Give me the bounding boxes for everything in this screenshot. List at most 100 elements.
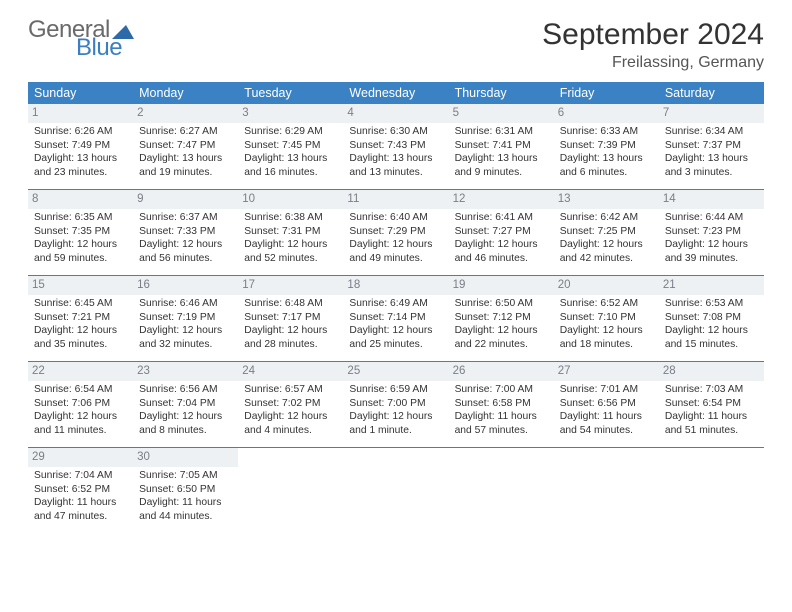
calendar-day-cell: 17Sunrise: 6:48 AMSunset: 7:17 PMDayligh… (238, 276, 343, 362)
calendar-day-cell: 4Sunrise: 6:30 AMSunset: 7:43 PMDaylight… (343, 104, 448, 190)
sunrise-text: Sunrise: 6:33 AM (560, 125, 653, 139)
day-number: 26 (449, 362, 554, 381)
sunset-text: Sunset: 7:29 PM (349, 225, 442, 239)
weekday-header: Saturday (659, 82, 764, 104)
calendar-day-cell: 5Sunrise: 6:31 AMSunset: 7:41 PMDaylight… (449, 104, 554, 190)
daylight-text: Daylight: 12 hours and 28 minutes. (244, 324, 337, 351)
sunset-text: Sunset: 6:54 PM (665, 397, 758, 411)
calendar-day-cell: 8Sunrise: 6:35 AMSunset: 7:35 PMDaylight… (28, 190, 133, 276)
sunrise-text: Sunrise: 6:49 AM (349, 297, 442, 311)
sunrise-text: Sunrise: 6:56 AM (139, 383, 232, 397)
weekday-header: Sunday (28, 82, 133, 104)
daylight-text: Daylight: 12 hours and 46 minutes. (455, 238, 548, 265)
calendar-day-cell: 7Sunrise: 6:34 AMSunset: 7:37 PMDaylight… (659, 104, 764, 190)
sunrise-text: Sunrise: 7:03 AM (665, 383, 758, 397)
sunrise-text: Sunrise: 6:53 AM (665, 297, 758, 311)
calendar-week-row: 22Sunrise: 6:54 AMSunset: 7:06 PMDayligh… (28, 362, 764, 448)
sunset-text: Sunset: 7:17 PM (244, 311, 337, 325)
calendar-day-cell: 16Sunrise: 6:46 AMSunset: 7:19 PMDayligh… (133, 276, 238, 362)
day-number: 4 (343, 104, 448, 123)
sunrise-text: Sunrise: 7:01 AM (560, 383, 653, 397)
calendar-day-cell: 22Sunrise: 6:54 AMSunset: 7:06 PMDayligh… (28, 362, 133, 448)
daylight-text: Daylight: 13 hours and 3 minutes. (665, 152, 758, 179)
sunset-text: Sunset: 7:25 PM (560, 225, 653, 239)
sunrise-text: Sunrise: 6:37 AM (139, 211, 232, 225)
calendar-day-cell: 14Sunrise: 6:44 AMSunset: 7:23 PMDayligh… (659, 190, 764, 276)
calendar-empty-cell (238, 448, 343, 534)
sunrise-text: Sunrise: 6:40 AM (349, 211, 442, 225)
calendar-day-cell: 9Sunrise: 6:37 AMSunset: 7:33 PMDaylight… (133, 190, 238, 276)
sunrise-text: Sunrise: 6:42 AM (560, 211, 653, 225)
sunset-text: Sunset: 7:04 PM (139, 397, 232, 411)
calendar-day-cell: 12Sunrise: 6:41 AMSunset: 7:27 PMDayligh… (449, 190, 554, 276)
daylight-text: Daylight: 12 hours and 39 minutes. (665, 238, 758, 265)
daylight-text: Daylight: 13 hours and 19 minutes. (139, 152, 232, 179)
sunset-text: Sunset: 7:08 PM (665, 311, 758, 325)
sunrise-text: Sunrise: 6:38 AM (244, 211, 337, 225)
daylight-text: Daylight: 12 hours and 42 minutes. (560, 238, 653, 265)
day-number: 14 (659, 190, 764, 209)
sunrise-text: Sunrise: 6:54 AM (34, 383, 127, 397)
day-number: 25 (343, 362, 448, 381)
sunrise-text: Sunrise: 6:41 AM (455, 211, 548, 225)
sunset-text: Sunset: 7:49 PM (34, 139, 127, 153)
day-number: 16 (133, 276, 238, 295)
day-number: 8 (28, 190, 133, 209)
calendar-week-row: 29Sunrise: 7:04 AMSunset: 6:52 PMDayligh… (28, 448, 764, 534)
daylight-text: Daylight: 13 hours and 23 minutes. (34, 152, 127, 179)
calendar-day-cell: 20Sunrise: 6:52 AMSunset: 7:10 PMDayligh… (554, 276, 659, 362)
day-number: 3 (238, 104, 343, 123)
sunrise-text: Sunrise: 6:46 AM (139, 297, 232, 311)
daylight-text: Daylight: 13 hours and 13 minutes. (349, 152, 442, 179)
sunset-text: Sunset: 7:43 PM (349, 139, 442, 153)
sunrise-text: Sunrise: 6:44 AM (665, 211, 758, 225)
daylight-text: Daylight: 13 hours and 9 minutes. (455, 152, 548, 179)
daylight-text: Daylight: 12 hours and 15 minutes. (665, 324, 758, 351)
day-number: 15 (28, 276, 133, 295)
daylight-text: Daylight: 12 hours and 11 minutes. (34, 410, 127, 437)
daylight-text: Daylight: 12 hours and 22 minutes. (455, 324, 548, 351)
sunrise-text: Sunrise: 6:59 AM (349, 383, 442, 397)
sunrise-text: Sunrise: 6:45 AM (34, 297, 127, 311)
calendar-day-cell: 19Sunrise: 6:50 AMSunset: 7:12 PMDayligh… (449, 276, 554, 362)
sunrise-text: Sunrise: 7:05 AM (139, 469, 232, 483)
day-number: 19 (449, 276, 554, 295)
day-number: 17 (238, 276, 343, 295)
day-number: 29 (28, 448, 133, 467)
sunset-text: Sunset: 7:35 PM (34, 225, 127, 239)
sunrise-text: Sunrise: 6:52 AM (560, 297, 653, 311)
sunrise-text: Sunrise: 7:00 AM (455, 383, 548, 397)
calendar-day-cell: 1Sunrise: 6:26 AMSunset: 7:49 PMDaylight… (28, 104, 133, 190)
daylight-text: Daylight: 13 hours and 6 minutes. (560, 152, 653, 179)
calendar-day-cell: 6Sunrise: 6:33 AMSunset: 7:39 PMDaylight… (554, 104, 659, 190)
day-number: 30 (133, 448, 238, 467)
calendar-table: SundayMondayTuesdayWednesdayThursdayFrid… (28, 82, 764, 533)
sunset-text: Sunset: 7:39 PM (560, 139, 653, 153)
sunset-text: Sunset: 7:02 PM (244, 397, 337, 411)
sunset-text: Sunset: 7:10 PM (560, 311, 653, 325)
day-number: 7 (659, 104, 764, 123)
location-text: Freilassing, Germany (542, 54, 764, 72)
sunset-text: Sunset: 7:41 PM (455, 139, 548, 153)
sunset-text: Sunset: 7:19 PM (139, 311, 232, 325)
daylight-text: Daylight: 11 hours and 57 minutes. (455, 410, 548, 437)
calendar-day-cell: 26Sunrise: 7:00 AMSunset: 6:58 PMDayligh… (449, 362, 554, 448)
calendar-day-cell: 25Sunrise: 6:59 AMSunset: 7:00 PMDayligh… (343, 362, 448, 448)
day-number: 24 (238, 362, 343, 381)
daylight-text: Daylight: 11 hours and 44 minutes. (139, 496, 232, 523)
calendar-empty-cell (449, 448, 554, 534)
calendar-day-cell: 18Sunrise: 6:49 AMSunset: 7:14 PMDayligh… (343, 276, 448, 362)
daylight-text: Daylight: 12 hours and 56 minutes. (139, 238, 232, 265)
day-number: 2 (133, 104, 238, 123)
daylight-text: Daylight: 12 hours and 49 minutes. (349, 238, 442, 265)
calendar-day-cell: 15Sunrise: 6:45 AMSunset: 7:21 PMDayligh… (28, 276, 133, 362)
sunset-text: Sunset: 6:56 PM (560, 397, 653, 411)
calendar-day-cell: 23Sunrise: 6:56 AMSunset: 7:04 PMDayligh… (133, 362, 238, 448)
sunset-text: Sunset: 7:45 PM (244, 139, 337, 153)
day-number: 11 (343, 190, 448, 209)
daylight-text: Daylight: 12 hours and 1 minute. (349, 410, 442, 437)
calendar-empty-cell (659, 448, 764, 534)
sunrise-text: Sunrise: 6:29 AM (244, 125, 337, 139)
sunset-text: Sunset: 7:37 PM (665, 139, 758, 153)
calendar-week-row: 8Sunrise: 6:35 AMSunset: 7:35 PMDaylight… (28, 190, 764, 276)
